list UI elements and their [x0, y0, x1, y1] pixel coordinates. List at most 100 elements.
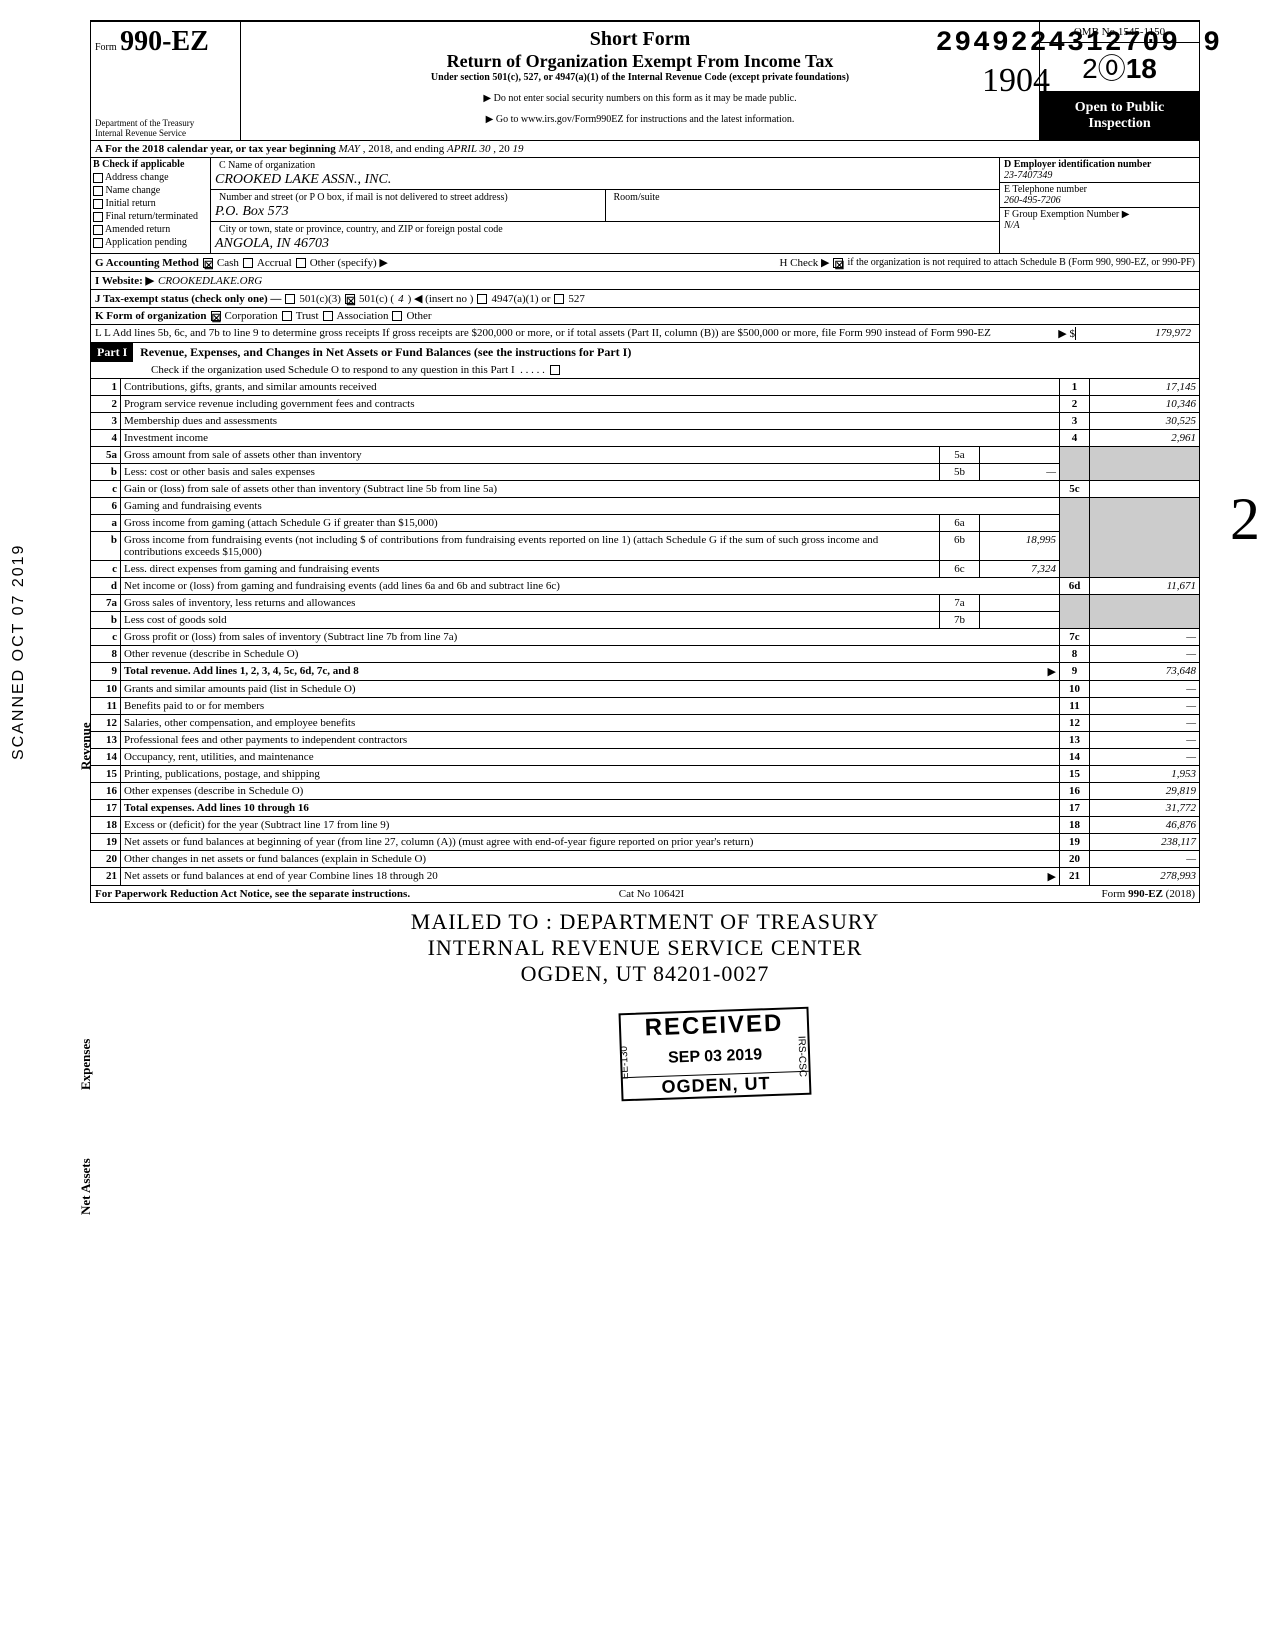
stamp-side-left: EE-130: [619, 1046, 631, 1080]
501c-label2: ) ◀ (insert no ): [408, 292, 474, 305]
mailed-to-handwritten: MAILED TO : DEPARTMENT OF TREASURY INTER…: [90, 909, 1200, 987]
row-j-tax-status: J Tax-exempt status (check only one) — 5…: [90, 290, 1200, 308]
chk-corporation[interactable]: ☒: [211, 311, 221, 321]
footer-row: For Paperwork Reduction Act Notice, see …: [90, 886, 1200, 903]
l-arrow: ▶ $: [1058, 327, 1075, 340]
chk-amended-return[interactable]: Amended return: [91, 223, 210, 236]
chk-other-org[interactable]: [392, 311, 402, 321]
chk-schedule-o[interactable]: [550, 365, 560, 375]
form-subtitle: Under section 501(c), 527, or 4947(a)(1)…: [245, 72, 1035, 83]
line-11: 11Benefits paid to or for members11—: [91, 698, 1200, 715]
line-17: 17Total expenses. Add lines 10 through 1…: [91, 800, 1200, 817]
line-4: 4Investment income42,961: [91, 430, 1200, 447]
line-20: 20Other changes in net assets or fund ba…: [91, 851, 1200, 868]
footer-form: Form 990-EZ (2018): [1101, 888, 1195, 900]
form-note-2: ▶ Go to www.irs.gov/Form990EZ for instru…: [245, 114, 1035, 125]
line-21: 21Net assets or fund balances at end of …: [91, 868, 1200, 886]
line-14: 14Occupancy, rent, utilities, and mainte…: [91, 749, 1200, 766]
address-hw: P.O. Box 573: [215, 204, 601, 220]
received-stamp: EE-130 IRS-CSC RECEIVED SEP 03 2019 OGDE…: [619, 1007, 812, 1102]
line-16: 16Other expenses (describe in Schedule O…: [91, 783, 1200, 800]
form-right-box: OMB No 1545-1150 2⓪18 Open to Public Ins…: [1039, 22, 1199, 140]
form-prefix: Form: [95, 42, 117, 53]
city-hw: ANGOLA, IN 46703: [215, 236, 995, 252]
side-label-expenses: Expenses: [78, 1039, 94, 1090]
website-hw: CROOKEDLAKE.ORG: [158, 275, 262, 287]
j-label: J Tax-exempt status (check only one) —: [95, 293, 281, 305]
4947-label: 4947(a)(1) or: [491, 293, 550, 305]
chk-name-change[interactable]: Name change: [91, 184, 210, 197]
line-7b: bLess cost of goods sold7b: [91, 612, 1200, 629]
row-a-tax-year: A For the 2018 calendar year, or tax yea…: [90, 141, 1200, 158]
line-6: 6Gaming and fundraising events: [91, 498, 1200, 515]
form-title: Return of Organization Exempt From Incom…: [245, 51, 1035, 72]
line-9: 9Total revenue. Add lines 1, 2, 3, 4, 5c…: [91, 663, 1200, 681]
mailed-line-1: MAILED TO : DEPARTMENT OF TREASURY: [90, 909, 1200, 935]
mailed-line-2: INTERNAL REVENUE SERVICE CENTER: [90, 935, 1200, 961]
cash-label: Cash: [217, 257, 239, 269]
other-method-label: Other (specify) ▶: [310, 256, 388, 269]
group-exempt-label: F Group Exemption Number ▶: [1004, 209, 1195, 220]
tel-hw: 260-495-7206: [1004, 195, 1195, 206]
chk-cash[interactable]: ☒: [203, 258, 213, 268]
name-label: C Name of organization: [215, 159, 995, 172]
line-10: 10Grants and similar amounts paid (list …: [91, 681, 1200, 698]
chk-527[interactable]: [554, 294, 564, 304]
part1-label: Part I: [91, 343, 133, 362]
ein-hw: 23-7407349: [1004, 170, 1195, 181]
trust-label: Trust: [296, 310, 319, 322]
part1-header-row: Part I Revenue, Expenses, and Changes in…: [90, 343, 1200, 379]
chk-501c3[interactable]: [285, 294, 295, 304]
tel-label: E Telephone number: [1004, 184, 1195, 195]
row-a-text: A For the 2018 calendar year, or tax yea…: [95, 143, 336, 155]
section-bcdef: B Check if applicable Address change Nam…: [90, 158, 1200, 254]
line-1: 1Contributions, gifts, grants, and simil…: [91, 379, 1200, 396]
chk-schedule-b[interactable]: ☒: [833, 258, 843, 268]
ein-label: D Employer identification number: [1004, 159, 1195, 170]
org-name-hw: CROOKED LAKE ASSN., INC.: [215, 172, 995, 188]
chk-4947[interactable]: [477, 294, 487, 304]
short-form-label: Short Form: [245, 28, 1035, 51]
line-7a: 7aGross sales of inventory, less returns…: [91, 595, 1200, 612]
form-year: 2⓪18: [1040, 43, 1199, 92]
i-label: I Website: ▶: [95, 274, 154, 287]
chk-other-method[interactable]: [296, 258, 306, 268]
chk-address-change[interactable]: Address change: [91, 171, 210, 184]
chk-final-return[interactable]: Final return/terminated: [91, 210, 210, 223]
row-l-gross-receipts: L L Add lines 5b, 6c, and 7b to line 9 t…: [90, 325, 1200, 343]
row-a-mid: , 2018, and ending: [363, 143, 445, 155]
chk-initial-return[interactable]: Initial return: [91, 197, 210, 210]
lines-table: 1Contributions, gifts, grants, and simil…: [90, 379, 1200, 886]
footer-left: For Paperwork Reduction Act Notice, see …: [95, 888, 410, 900]
l-text: L Add lines 5b, 6c, and 7b to line 9 to …: [104, 327, 991, 339]
form-number-box: Form 990-EZ Department of the Treasury I…: [91, 22, 241, 140]
group-exempt-hw: N/A: [1004, 220, 1195, 231]
open-public-label: Open to Public Inspection: [1040, 92, 1199, 140]
col-def: D Employer identification number 23-7407…: [999, 158, 1199, 253]
line-6b: bGross income from fundraising events (n…: [91, 532, 1200, 561]
form-title-box: Short Form Return of Organization Exempt…: [241, 22, 1039, 140]
line-2: 2Program service revenue including gover…: [91, 396, 1200, 413]
line-19: 19Net assets or fund balances at beginni…: [91, 834, 1200, 851]
mailed-line-3: OGDEN, UT 84201-0027: [90, 961, 1200, 987]
row-k-form-of-org: K Form of organization ☒ Corporation Tru…: [90, 308, 1200, 325]
line-8: 8Other revenue (describe in Schedule O)8…: [91, 646, 1200, 663]
other-org-label: Other: [406, 310, 431, 322]
chk-application-pending[interactable]: Application pending: [91, 236, 210, 249]
501c-num-hw: 4: [398, 293, 404, 305]
chk-accrual[interactable]: [243, 258, 253, 268]
end-year-hw: 19: [513, 143, 524, 155]
chk-trust[interactable]: [282, 311, 292, 321]
chk-501c[interactable]: ☒: [345, 294, 355, 304]
h-label: H Check ▶: [779, 256, 829, 269]
chk-association[interactable]: [323, 311, 333, 321]
col-b-title: B Check if applicable: [93, 159, 184, 170]
part1-title: Revenue, Expenses, and Changes in Net As…: [136, 343, 635, 361]
row-g-accounting: G Accounting Method ☒ Cash Accrual Other…: [90, 254, 1200, 272]
row-a-end2: , 20: [493, 143, 510, 155]
side-label-revenue: Revenue: [78, 722, 94, 770]
form-number: 990-EZ: [120, 26, 209, 57]
527-label: 527: [568, 293, 585, 305]
end-date-hw: APRIL 30: [447, 143, 491, 155]
assoc-label: Association: [337, 310, 389, 322]
